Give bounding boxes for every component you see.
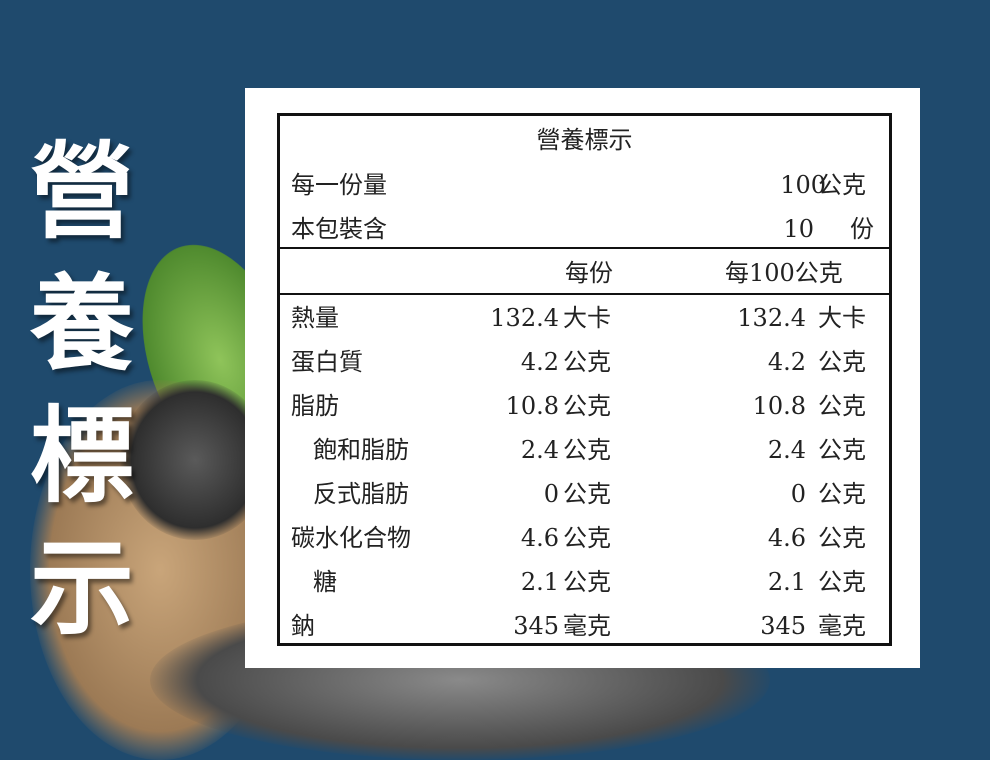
side-title-char: 示 — [29, 527, 134, 649]
per-serving-value: 10.8 — [505, 392, 559, 420]
side-title-char: 營 — [29, 131, 134, 253]
nutrient-row: 脂肪 10.8 公克 10.8 公克 — [280, 386, 889, 426]
divider — [280, 293, 889, 295]
per-100g-unit: 大卡 — [818, 304, 866, 332]
per-100g-unit: 公克 — [818, 348, 866, 376]
column-header-per-100g: 每100公克 — [725, 259, 843, 287]
nutrient-name: 蛋白質 — [291, 348, 363, 376]
per-100g-value: 132.4 — [737, 304, 806, 332]
per-100g-value: 345 — [760, 612, 806, 640]
per-100g-value: 4.2 — [767, 348, 806, 376]
per-serving-unit: 毫克 — [563, 612, 611, 640]
per-serving-value: 2.4 — [520, 436, 559, 464]
nutrient-name: 反式脂肪 — [313, 480, 409, 508]
column-header-row: 每份 每100公克 — [280, 253, 889, 293]
serving-size-row: 每一份量 100 公克 — [280, 165, 889, 205]
per-serving-unit: 公克 — [563, 480, 611, 508]
column-header-per-serving: 每份 — [565, 259, 613, 287]
nutrient-row: 反式脂肪 0 公克 0 公克 — [280, 474, 889, 514]
nutrient-name: 熱量 — [291, 304, 339, 332]
nutrient-name: 碳水化合物 — [291, 524, 411, 552]
nutrient-row: 鈉 345 毫克 345 毫克 — [280, 606, 889, 646]
per-serving-unit: 公克 — [563, 524, 611, 552]
side-title: 營 養 標 示 — [22, 140, 142, 640]
serving-size-value: 100 — [780, 171, 826, 199]
servings-row: 本包裝含 10 份 — [280, 209, 889, 249]
per-100g-unit: 公克 — [818, 436, 866, 464]
nutrient-row: 蛋白質 4.2 公克 4.2 公克 — [280, 342, 889, 382]
servings-value: 10 — [783, 215, 814, 243]
nutrient-name: 飽和脂肪 — [313, 436, 409, 464]
divider — [280, 247, 889, 249]
label-panel — [245, 88, 920, 668]
per-100g-unit: 毫克 — [818, 612, 866, 640]
per-serving-unit: 公克 — [563, 348, 611, 376]
nutrition-label: 營養標示 每一份量 100 公克 本包裝含 10 份 每份 每100公克 熱量 … — [277, 113, 892, 646]
servings-unit: 份 — [850, 215, 874, 243]
label-title: 營養標示 — [536, 126, 633, 154]
per-100g-unit: 公克 — [818, 568, 866, 596]
per-serving-value: 132.4 — [490, 304, 559, 332]
per-serving-unit: 公克 — [563, 436, 611, 464]
per-serving-unit: 公克 — [563, 568, 611, 596]
nutrient-row: 飽和脂肪 2.4 公克 2.4 公克 — [280, 430, 889, 470]
nutrient-name: 鈉 — [291, 612, 315, 640]
per-serving-value: 4.6 — [520, 524, 559, 552]
serving-size-label: 每一份量 — [291, 171, 387, 199]
nutrient-name: 糖 — [313, 568, 337, 596]
side-title-char: 標 — [29, 395, 134, 517]
per-serving-value: 345 — [513, 612, 559, 640]
per-100g-value: 2.4 — [767, 436, 806, 464]
per-serving-unit: 大卡 — [563, 304, 611, 332]
per-100g-unit: 公克 — [818, 392, 866, 420]
per-100g-value: 10.8 — [752, 392, 806, 420]
servings-label: 本包裝含 — [291, 215, 387, 243]
nutrient-row: 糖 2.1 公克 2.1 公克 — [280, 562, 889, 602]
per-100g-unit: 公克 — [818, 480, 866, 508]
nutrient-name: 脂肪 — [291, 392, 339, 420]
nutrient-row: 熱量 132.4 大卡 132.4 大卡 — [280, 298, 889, 338]
side-title-char: 養 — [29, 263, 134, 385]
per-serving-value: 2.1 — [520, 568, 559, 596]
serving-size-unit: 公克 — [818, 171, 866, 199]
per-100g-value: 4.6 — [767, 524, 806, 552]
per-serving-unit: 公克 — [563, 392, 611, 420]
nutrient-row: 碳水化合物 4.6 公克 4.6 公克 — [280, 518, 889, 558]
per-100g-unit: 公克 — [818, 524, 866, 552]
per-serving-value: 4.2 — [520, 348, 559, 376]
per-100g-value: 2.1 — [767, 568, 806, 596]
per-serving-value: 0 — [543, 480, 559, 508]
per-100g-value: 0 — [790, 480, 806, 508]
